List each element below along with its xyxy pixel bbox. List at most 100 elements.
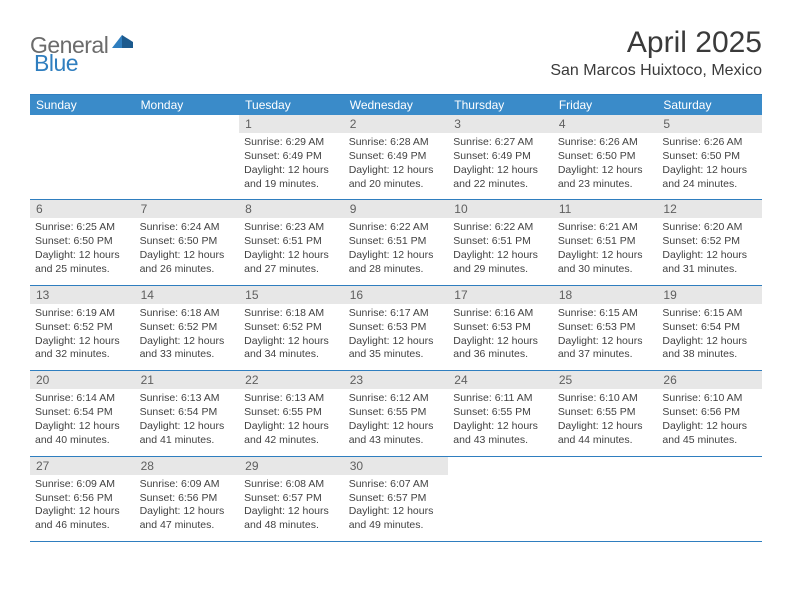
day-number: 27 (30, 457, 135, 475)
sunset-label: Sunset: 6:53 PM (349, 321, 444, 335)
day-content: Sunrise: 6:09 AMSunset: 6:56 PMDaylight:… (30, 475, 135, 541)
sunrise-label: Sunrise: 6:10 AM (662, 392, 757, 406)
daylight-label: Daylight: 12 hours and 22 minutes. (453, 164, 548, 192)
sunrise-label: Sunrise: 6:08 AM (244, 478, 339, 492)
sunrise-label: Sunrise: 6:12 AM (349, 392, 444, 406)
daylight-label: Daylight: 12 hours and 29 minutes. (453, 249, 548, 277)
day-content: Sunrise: 6:23 AMSunset: 6:51 PMDaylight:… (239, 218, 344, 284)
week-row: 27282930Sunrise: 6:09 AMSunset: 6:56 PMD… (30, 457, 762, 542)
day-content: Sunrise: 6:21 AMSunset: 6:51 PMDaylight:… (553, 218, 658, 284)
sunrise-label: Sunrise: 6:14 AM (35, 392, 130, 406)
day-content: Sunrise: 6:16 AMSunset: 6:53 PMDaylight:… (448, 304, 553, 370)
daylight-label: Daylight: 12 hours and 36 minutes. (453, 335, 548, 363)
daylight-label: Daylight: 12 hours and 30 minutes. (558, 249, 653, 277)
day-number: 22 (239, 371, 344, 389)
sunrise-label: Sunrise: 6:25 AM (35, 221, 130, 235)
sunset-label: Sunset: 6:50 PM (35, 235, 130, 249)
day-number (553, 457, 658, 475)
daylight-label: Daylight: 12 hours and 42 minutes. (244, 420, 339, 448)
sunset-label: Sunset: 6:53 PM (558, 321, 653, 335)
day-content: Sunrise: 6:26 AMSunset: 6:50 PMDaylight:… (657, 133, 762, 199)
sunrise-label: Sunrise: 6:20 AM (662, 221, 757, 235)
weekday-tuesday: Tuesday (239, 95, 344, 115)
day-content: Sunrise: 6:15 AMSunset: 6:54 PMDaylight:… (657, 304, 762, 370)
sunset-label: Sunset: 6:54 PM (662, 321, 757, 335)
sunset-label: Sunset: 6:57 PM (244, 492, 339, 506)
day-number: 25 (553, 371, 658, 389)
sunrise-label: Sunrise: 6:24 AM (140, 221, 235, 235)
sunrise-label: Sunrise: 6:13 AM (140, 392, 235, 406)
day-number: 28 (135, 457, 240, 475)
sunset-label: Sunset: 6:50 PM (662, 150, 757, 164)
day-number: 30 (344, 457, 449, 475)
daylight-label: Daylight: 12 hours and 47 minutes. (140, 505, 235, 533)
daylight-label: Daylight: 12 hours and 34 minutes. (244, 335, 339, 363)
sunrise-label: Sunrise: 6:26 AM (662, 136, 757, 150)
day-number: 11 (553, 200, 658, 218)
sunrise-label: Sunrise: 6:13 AM (244, 392, 339, 406)
day-number: 2 (344, 115, 449, 133)
day-content: Sunrise: 6:28 AMSunset: 6:49 PMDaylight:… (344, 133, 449, 199)
daylight-label: Daylight: 12 hours and 48 minutes. (244, 505, 339, 533)
sunset-label: Sunset: 6:57 PM (349, 492, 444, 506)
day-content: Sunrise: 6:13 AMSunset: 6:54 PMDaylight:… (135, 389, 240, 455)
sunrise-label: Sunrise: 6:26 AM (558, 136, 653, 150)
weekday-saturday: Saturday (657, 95, 762, 115)
sunset-label: Sunset: 6:49 PM (453, 150, 548, 164)
day-content: Sunrise: 6:10 AMSunset: 6:56 PMDaylight:… (657, 389, 762, 455)
daylight-label: Daylight: 12 hours and 38 minutes. (662, 335, 757, 363)
week-row: 12345Sunrise: 6:29 AMSunset: 6:49 PMDayl… (30, 115, 762, 200)
sunset-label: Sunset: 6:54 PM (35, 406, 130, 420)
weekday-friday: Friday (553, 95, 658, 115)
day-content: Sunrise: 6:25 AMSunset: 6:50 PMDaylight:… (30, 218, 135, 284)
sunrise-label: Sunrise: 6:15 AM (662, 307, 757, 321)
sunrise-label: Sunrise: 6:18 AM (244, 307, 339, 321)
sunset-label: Sunset: 6:49 PM (349, 150, 444, 164)
title-block: April 2025 San Marcos Huixtoco, Mexico (550, 26, 762, 80)
day-content (553, 475, 658, 541)
day-content: Sunrise: 6:10 AMSunset: 6:55 PMDaylight:… (553, 389, 658, 455)
day-content: Sunrise: 6:15 AMSunset: 6:53 PMDaylight:… (553, 304, 658, 370)
weekday-thursday: Thursday (448, 95, 553, 115)
sunset-label: Sunset: 6:52 PM (662, 235, 757, 249)
daylight-label: Daylight: 12 hours and 45 minutes. (662, 420, 757, 448)
day-number: 14 (135, 286, 240, 304)
sunrise-label: Sunrise: 6:16 AM (453, 307, 548, 321)
sunset-label: Sunset: 6:52 PM (244, 321, 339, 335)
day-number: 15 (239, 286, 344, 304)
sunrise-label: Sunrise: 6:28 AM (349, 136, 444, 150)
daylight-label: Daylight: 12 hours and 43 minutes. (349, 420, 444, 448)
day-number: 18 (553, 286, 658, 304)
sunrise-label: Sunrise: 6:09 AM (140, 478, 235, 492)
day-number: 29 (239, 457, 344, 475)
sunset-label: Sunset: 6:55 PM (453, 406, 548, 420)
logo-mark-icon (112, 32, 134, 55)
sunset-label: Sunset: 6:53 PM (453, 321, 548, 335)
weeks-container: 12345Sunrise: 6:29 AMSunset: 6:49 PMDayl… (30, 115, 762, 542)
sunrise-label: Sunrise: 6:21 AM (558, 221, 653, 235)
header: General April 2025 San Marcos Huixtoco, … (30, 26, 762, 80)
sunset-label: Sunset: 6:56 PM (140, 492, 235, 506)
day-number: 6 (30, 200, 135, 218)
day-content (135, 133, 240, 199)
day-content: Sunrise: 6:26 AMSunset: 6:50 PMDaylight:… (553, 133, 658, 199)
day-number: 9 (344, 200, 449, 218)
day-number: 8 (239, 200, 344, 218)
day-content: Sunrise: 6:11 AMSunset: 6:55 PMDaylight:… (448, 389, 553, 455)
day-number: 4 (553, 115, 658, 133)
daylight-label: Daylight: 12 hours and 24 minutes. (662, 164, 757, 192)
day-content: Sunrise: 6:19 AMSunset: 6:52 PMDaylight:… (30, 304, 135, 370)
day-content: Sunrise: 6:18 AMSunset: 6:52 PMDaylight:… (239, 304, 344, 370)
day-content: Sunrise: 6:09 AMSunset: 6:56 PMDaylight:… (135, 475, 240, 541)
week-row: 6789101112Sunrise: 6:25 AMSunset: 6:50 P… (30, 200, 762, 285)
sunset-label: Sunset: 6:51 PM (244, 235, 339, 249)
sunset-label: Sunset: 6:52 PM (35, 321, 130, 335)
sunset-label: Sunset: 6:56 PM (35, 492, 130, 506)
sunrise-label: Sunrise: 6:11 AM (453, 392, 548, 406)
day-content: Sunrise: 6:18 AMSunset: 6:52 PMDaylight:… (135, 304, 240, 370)
day-number (657, 457, 762, 475)
day-number: 1 (239, 115, 344, 133)
sunset-label: Sunset: 6:54 PM (140, 406, 235, 420)
sunrise-label: Sunrise: 6:07 AM (349, 478, 444, 492)
daylight-label: Daylight: 12 hours and 35 minutes. (349, 335, 444, 363)
